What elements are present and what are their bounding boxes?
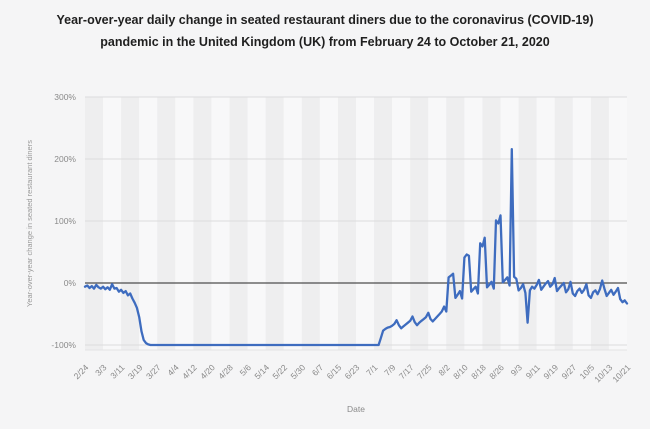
- y-tick-label: 200%: [54, 154, 76, 164]
- x-tick-label: 5/14: [252, 362, 271, 381]
- plot-stripe: [337, 97, 356, 350]
- plot-stripe: [139, 97, 158, 350]
- x-tick-label: 6/7: [310, 362, 326, 378]
- x-tick-label: 8/26: [487, 362, 506, 381]
- x-tick-label: 8/10: [451, 362, 470, 381]
- x-tick-label: 3/27: [144, 362, 163, 381]
- x-tick-label: 5/30: [288, 362, 307, 381]
- x-tick-label: 10/21: [610, 362, 632, 384]
- plot-stripe: [446, 97, 465, 350]
- x-tick-label: 4/28: [216, 362, 235, 381]
- plot-stripe: [247, 97, 266, 350]
- y-tick-label: 300%: [54, 92, 76, 102]
- plot-stripe: [283, 97, 302, 350]
- y-tick-label: -100%: [51, 340, 76, 350]
- chart-title: Year-over-year daily change in seated re…: [56, 13, 594, 49]
- y-tick-label: 100%: [54, 216, 76, 226]
- x-tick-label: 7/1: [364, 362, 380, 378]
- x-tick-label: 10/13: [592, 362, 614, 384]
- plot-stripe: [319, 97, 338, 350]
- plot-stripe: [356, 97, 375, 350]
- x-tick-label: 9/11: [524, 362, 543, 381]
- data-line: [83, 147, 629, 347]
- plot-stripe: [374, 97, 393, 350]
- plot-stripe: [464, 97, 483, 350]
- x-tick-label: 6/15: [325, 362, 344, 381]
- x-tick-label: 4/20: [198, 362, 217, 381]
- x-tick-label: 4/12: [180, 362, 199, 381]
- plot-stripe: [410, 97, 429, 350]
- plot-stripe: [85, 97, 104, 350]
- x-tick-label: 9/19: [541, 362, 560, 381]
- plot-stripe: [121, 97, 140, 350]
- x-tick-label: 5/6: [238, 362, 254, 378]
- plot-stripe: [554, 97, 573, 350]
- x-axis-title: Date: [347, 404, 365, 414]
- plot-stripe: [572, 97, 591, 350]
- x-tick-label: 9/27: [559, 362, 578, 381]
- x-tick-label: 3/19: [126, 362, 145, 381]
- y-axis-title: Year-over-year change in seated restaura…: [25, 140, 34, 307]
- y-tick-label: 0%: [64, 278, 77, 288]
- plot-stripe: [175, 97, 194, 350]
- x-tick-label: 5/22: [270, 362, 289, 381]
- x-tick-label: 7/25: [415, 362, 434, 381]
- plot-stripe: [536, 97, 555, 350]
- x-tick-label: 8/18: [469, 362, 488, 381]
- plot-stripe: [301, 97, 320, 350]
- x-tick-label: 3/11: [108, 362, 127, 381]
- x-tick-label: 6/23: [343, 362, 362, 381]
- x-tick-label: 2/24: [72, 362, 91, 381]
- x-tick-label: 3/3: [93, 362, 109, 378]
- x-tick-label: 9/3: [509, 362, 525, 378]
- plot-stripe: [590, 97, 609, 350]
- x-tick-label: 7/9: [382, 362, 398, 378]
- plot-stripe: [157, 97, 176, 350]
- plot-stripe: [211, 97, 230, 350]
- plot-stripe: [265, 97, 284, 350]
- plot-stripe: [428, 97, 447, 350]
- plot-stripe: [229, 97, 248, 350]
- plot-stripe: [193, 97, 212, 350]
- x-tick-label: 4/4: [165, 362, 181, 378]
- plot-stripe: [608, 97, 627, 350]
- x-tick-label: 7/17: [397, 362, 416, 381]
- plot-stripe: [392, 97, 411, 350]
- x-tick-label: 8/2: [436, 362, 452, 378]
- plot-stripe: [103, 97, 122, 350]
